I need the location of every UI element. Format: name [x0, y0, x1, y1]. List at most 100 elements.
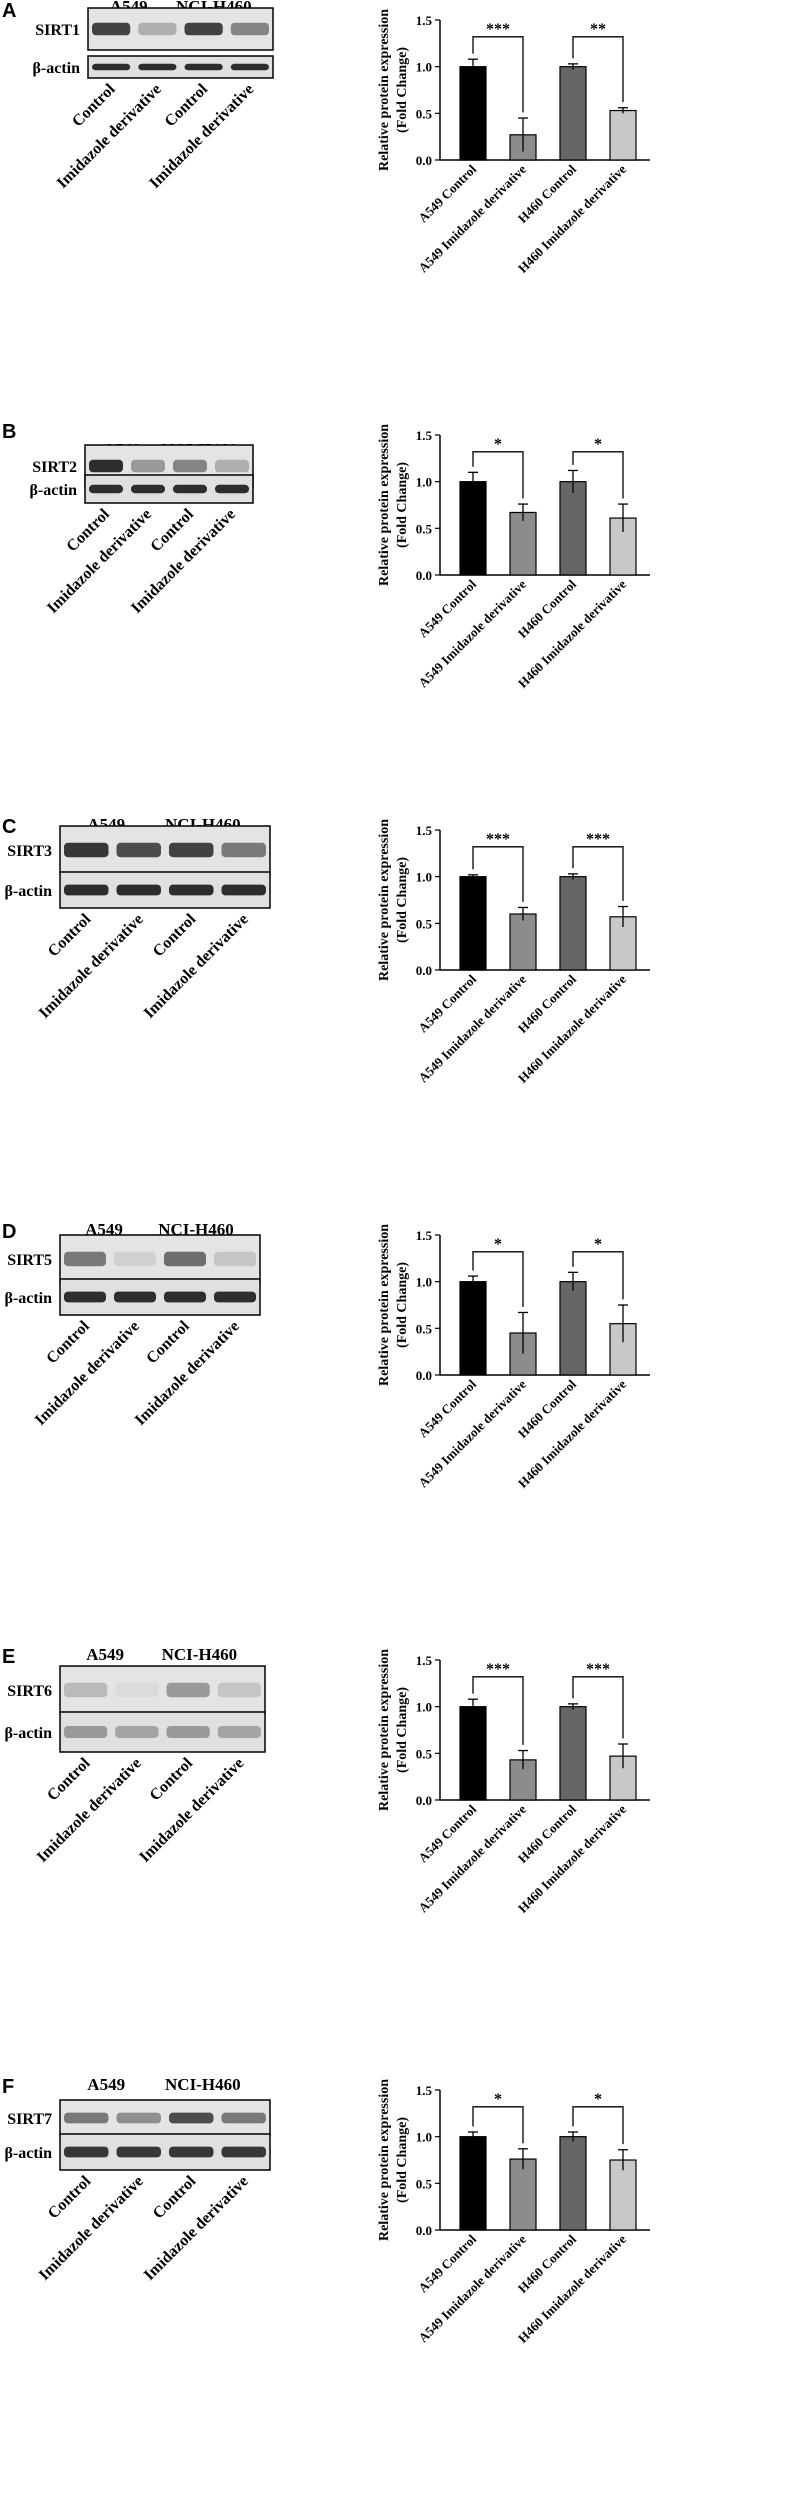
protein-band [64, 1251, 106, 1267]
target-protein-label: SIRT1 [35, 22, 80, 39]
figure-panel-a: AA549NCI-H460SIRT1β-actinControlImidazol… [0, 0, 794, 410]
protein-band [138, 63, 177, 71]
significance-label: *** [586, 1661, 610, 1678]
protein-band [169, 842, 214, 858]
y-axis-label: Relative protein expression (Fold Change) [377, 819, 410, 981]
y-tick-label: 0.5 [416, 2176, 433, 2191]
lane-label: Imidazole derivative [34, 1755, 145, 1866]
protein-band [116, 2146, 161, 2158]
svg-text:Relative protein expression(Fo: Relative protein expression (Fold Change) [377, 1224, 410, 1386]
significance-label: *** [486, 1661, 510, 1678]
protein-band [116, 884, 161, 896]
lane-label: Imidazole derivative [136, 1755, 247, 1866]
significance-bracket [472, 451, 524, 499]
cell-line-header: A549 [86, 1645, 124, 1664]
protein-band [92, 63, 131, 71]
figure-panel-e: E A549 NCI-H460 SIRT6 β-actin Control Imidazol… [0, 1640, 794, 2060]
protein-band [230, 22, 269, 36]
significance-bracket [572, 1251, 624, 1300]
protein-band [215, 484, 249, 494]
significance-bracket [572, 36, 624, 103]
y-tick-label: 0.5 [416, 1746, 433, 1761]
bar [459, 876, 487, 971]
significance-label: *** [486, 831, 510, 848]
figure-panel-b: BA549NCI-H460SIRT2β-actinControlImidazol… [0, 415, 794, 805]
protein-band [164, 1251, 206, 1267]
y-tick-label: 1.0 [416, 870, 432, 885]
y-tick-label: 0.0 [416, 1793, 432, 1808]
bar-chart: 0.0 0.5 1.0 1.5 Relative protein expression(… [377, 424, 650, 691]
target-protein-label: SIRT6 [7, 1683, 52, 1700]
significance-label: * [494, 2091, 502, 2108]
y-tick-label: 0.0 [416, 568, 432, 583]
protein-band [217, 1726, 261, 1738]
bar [609, 109, 637, 161]
bar-chart: 0.0 0.5 1.0 1.5 Relative protein expression(… [377, 2079, 650, 2346]
panel-label: C [2, 816, 17, 838]
significance-bracket [472, 2106, 524, 2144]
western-blot: A549 NCI-H460SIRT7β-actinControlImidazole… [4, 2075, 271, 2284]
svg-text:Relative protein expression(Fo: Relative protein expression (Fold Change) [377, 424, 410, 586]
y-tick-label: 1.5 [416, 13, 433, 28]
protein-band [214, 1291, 256, 1303]
protein-band [221, 884, 266, 896]
bar-chart: 0.0 0.5 1.0 1.5 Relative protein expression(… [377, 1649, 650, 1916]
cell-line-header: A549 [87, 2075, 125, 2094]
loading-control-label: β-actin [4, 1290, 52, 1307]
bar-chart: 0.0 0.5 1.0 1.5 Relative protein expression(… [377, 1224, 650, 1491]
significance-bracket [572, 451, 624, 499]
cell-line-header: NCI-H460 [162, 1645, 238, 1664]
protein-band [89, 459, 123, 473]
significance-label: * [594, 436, 602, 453]
protein-band [217, 1682, 261, 1698]
protein-band [166, 1726, 210, 1738]
protein-band [64, 842, 109, 858]
lane-label: Control [45, 2172, 95, 2222]
protein-band [221, 2112, 266, 2124]
significance-label: * [494, 1236, 502, 1253]
significance-bracket [572, 1676, 624, 1739]
bar [559, 1281, 587, 1376]
protein-band [184, 63, 223, 71]
protein-band [64, 1726, 108, 1738]
protein-band [92, 22, 131, 36]
y-tick-label: 1.5 [416, 428, 433, 443]
y-tick-label: 0.0 [416, 1368, 432, 1383]
western-blot: A549 NCI-H460SIRT6β-actinControlImidazole… [4, 1645, 266, 1866]
panel-label: D [2, 1221, 17, 1243]
y-tick-label: 1.0 [416, 60, 432, 75]
protein-band [138, 22, 177, 36]
significance-bracket [572, 2106, 624, 2145]
significance-label: *** [486, 21, 510, 38]
lane-label: Control [45, 910, 95, 960]
y-axis-label: Relative protein expression (Fold Change) [377, 1649, 410, 1811]
protein-band [64, 1291, 106, 1303]
panel-label: A [2, 0, 17, 22]
lane-label: Control [147, 1754, 197, 1804]
bar [459, 1706, 487, 1801]
protein-band [166, 1682, 210, 1698]
protein-band [215, 459, 249, 473]
y-tick-label: 1.0 [416, 1700, 432, 1715]
y-tick-label: 0.5 [416, 1321, 433, 1336]
y-tick-label: 1.0 [416, 475, 432, 490]
loading-control-label: β-actin [4, 2145, 52, 2162]
figure-panel-f: F A549 NCI-H460 SIRT7 β-actin Control Imidazol… [0, 2070, 794, 2500]
lane-label: Control [150, 2172, 200, 2222]
bar [559, 481, 587, 576]
y-tick-label: 0.0 [416, 2223, 432, 2238]
significance-bracket [472, 36, 524, 113]
lane-label: Control [43, 1317, 93, 1367]
y-tick-label: 0.5 [416, 106, 433, 121]
y-tick-label: 1.5 [416, 1653, 433, 1668]
lane-label: Imidazole derivative [141, 911, 252, 1022]
significance-bracket [572, 846, 624, 901]
y-tick-label: 0.5 [416, 916, 433, 931]
y-axis-label: Relative protein expression (Fold Change) [377, 9, 410, 171]
significance-bracket [472, 846, 524, 902]
bar [559, 66, 587, 161]
bar [559, 2136, 587, 2231]
protein-band [221, 2146, 266, 2158]
figure-panel-d: D A549 NCI-H460 SIRT5 β-actin Control Imidazol… [0, 1215, 794, 1635]
western-blot: A549NCI-H460SIRT2β-actinControlImidazole… [29, 440, 254, 617]
